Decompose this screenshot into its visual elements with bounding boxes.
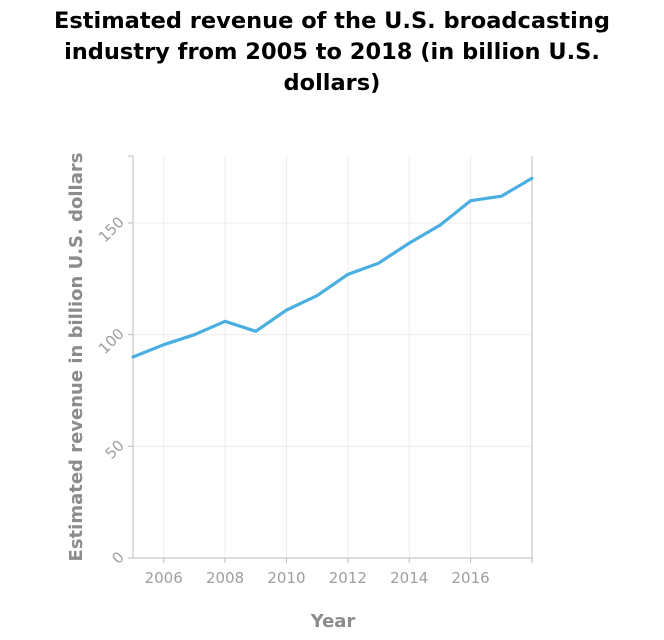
axes [128,155,533,563]
x-tick-label: 2016 [452,569,490,587]
y-tick-labels: 0 50 100 150 [95,213,128,567]
chart-title-line-1: Estimated revenue of the U.S. broadcasti… [53,8,611,34]
y-tick-label: 150 [95,213,128,246]
y-tick-label: 100 [95,325,128,358]
x-tick-labels: 2006 2008 2010 2012 2014 2016 [145,569,490,587]
x-tick-label: 2010 [267,569,305,587]
x-tick-label: 2014 [390,569,428,587]
y-tick-label: 0 [108,548,127,567]
y-tick-label: 50 [102,436,128,462]
chart-title: Estimated revenue of the U.S. broadcasti… [0,6,664,99]
x-tick-label: 2012 [329,569,367,587]
x-tick-label: 2008 [206,569,244,587]
x-tick-label: 2006 [145,569,183,587]
y-axis-label: Estimated revenue in billion U.S. dollar… [66,153,87,562]
series-group [131,176,534,359]
chart-title-line-2: industry from 2005 to 2018 (in billion U… [64,39,600,65]
x-axis-label: Year [310,611,356,632]
series-line [131,176,534,359]
chart-title-line-3: dollars) [283,70,381,96]
grid-lines [133,156,532,558]
